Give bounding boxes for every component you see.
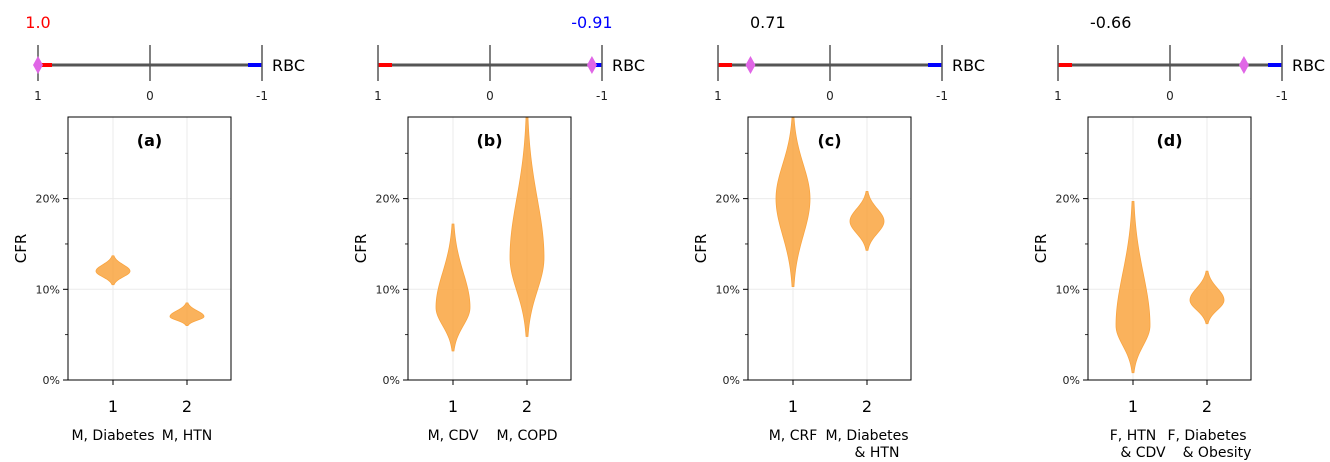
x-tick-label: 2 (522, 397, 532, 416)
rbc-value-label: 1.0 (25, 13, 50, 32)
plot-frame (67, 116, 232, 381)
x-category-label: M, CRF (769, 428, 818, 444)
y-axis-label: CFR (12, 234, 30, 264)
rbc-axis-label: RBC (1292, 56, 1325, 75)
x-tick-label: 1 (108, 397, 118, 416)
violin-1 (435, 223, 471, 352)
x-category-label: M, Diabetes (71, 428, 154, 444)
rbc-value-label: -0.66 (1090, 13, 1131, 32)
y-tick-label: 20% (376, 193, 400, 206)
rbc-tick-label: -1 (256, 89, 268, 103)
rbc-tick-label: -1 (1276, 89, 1288, 103)
violin-2 (849, 190, 885, 251)
violin-2 (1189, 270, 1225, 325)
y-axis-label: CFR (692, 234, 710, 264)
plot-frame (1087, 116, 1252, 381)
y-tick-label: 0% (723, 374, 740, 387)
violin-1 (95, 255, 131, 286)
rbc-value-label: 0.71 (750, 13, 786, 32)
panel-4: -0.66 1 0 -1 RBC 0% 10% 20% CFR (d) 1 F, HTN& CDV 2 F… (1032, 13, 1325, 461)
y-tick-label: 20% (1056, 193, 1080, 206)
rbc-tick-label: 0 (486, 89, 494, 103)
plot-frame (747, 116, 912, 381)
x-tick-label: 2 (182, 397, 192, 416)
x-tick-label: 1 (788, 397, 798, 416)
y-tick-label: 20% (716, 193, 740, 206)
y-tick-label: 0% (1063, 374, 1080, 387)
y-tick-label: 10% (376, 283, 400, 296)
rbc-tick-label: 0 (146, 89, 154, 103)
panel-label: (d) (1156, 131, 1182, 150)
y-tick-label: 0% (383, 374, 400, 387)
rbc-value-label: -0.91 (571, 13, 612, 32)
x-tick-label: 1 (448, 397, 458, 416)
x-category-label: M, CDV (428, 428, 479, 444)
y-axis-label: CFR (352, 234, 370, 264)
violin-2 (169, 302, 205, 326)
x-category-label: M, Diabetes (825, 428, 908, 444)
rbc-axis-label: RBC (612, 56, 645, 75)
x-category-label: M, COPD (497, 428, 558, 444)
x-category-label: M, HTN (162, 428, 213, 444)
violin-2 (509, 116, 545, 337)
x-tick-label: 2 (862, 397, 872, 416)
panel-label: (b) (476, 131, 502, 150)
x-category-label: F, HTN (1110, 428, 1157, 444)
x-tick-label: 2 (1202, 397, 1212, 416)
y-tick-label: 10% (716, 283, 740, 296)
x-tick-label: 1 (1128, 397, 1138, 416)
panel-2: -0.91 1 0 -1 RBC 0% 10% 20% CFR (b) 1 M, CDV 2 M, COP… (352, 13, 645, 444)
plot-frame (407, 116, 572, 381)
rbc-marker (745, 56, 756, 74)
rbc-axis-label: RBC (952, 56, 985, 75)
panel-label: (a) (137, 131, 162, 150)
x-category-label: & CDV (1120, 445, 1166, 461)
rbc-tick-label: 0 (1166, 89, 1174, 103)
rbc-tick-label: 1 (1054, 89, 1062, 103)
y-tick-label: 20% (36, 193, 60, 206)
x-category-label: F, Diabetes (1167, 428, 1246, 444)
rbc-marker (586, 56, 597, 74)
y-tick-label: 10% (1056, 283, 1080, 296)
rbc-marker (33, 56, 43, 74)
y-axis-label: CFR (1032, 234, 1050, 264)
rbc-tick-label: 0 (826, 89, 834, 103)
rbc-axis-label: RBC (272, 56, 305, 75)
rbc-tick-label: 1 (34, 89, 42, 103)
panel-label: (c) (817, 131, 841, 150)
violin-1 (775, 116, 811, 287)
y-tick-label: 0% (43, 374, 60, 387)
rbc-tick-label: 1 (714, 89, 722, 103)
rbc-tick-label: 1 (374, 89, 382, 103)
panel-3: 0.71 1 0 -1 RBC 0% 10% 20% CFR (c) 1 M, CRF 2 M, Diab… (692, 13, 985, 461)
x-category-label: & HTN (855, 445, 900, 461)
rbc-tick-label: -1 (596, 89, 608, 103)
x-category-label: & Obesity (1183, 445, 1252, 461)
violin-1 (1115, 200, 1151, 374)
rbc-marker (1238, 56, 1249, 74)
y-tick-label: 10% (36, 283, 60, 296)
panel-1: 1.0 1 0 -1 RBC 0% 10% 20% CFR (a) 1 M, Diabetes 2 M, … (12, 13, 305, 444)
rbc-tick-label: -1 (936, 89, 948, 103)
